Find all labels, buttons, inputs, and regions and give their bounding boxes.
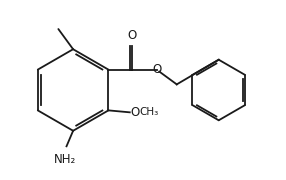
Text: CH₃: CH₃ (140, 107, 159, 117)
Text: NH₂: NH₂ (53, 153, 76, 166)
Text: O: O (128, 30, 137, 42)
Text: O: O (130, 106, 140, 119)
Text: O: O (152, 63, 161, 76)
